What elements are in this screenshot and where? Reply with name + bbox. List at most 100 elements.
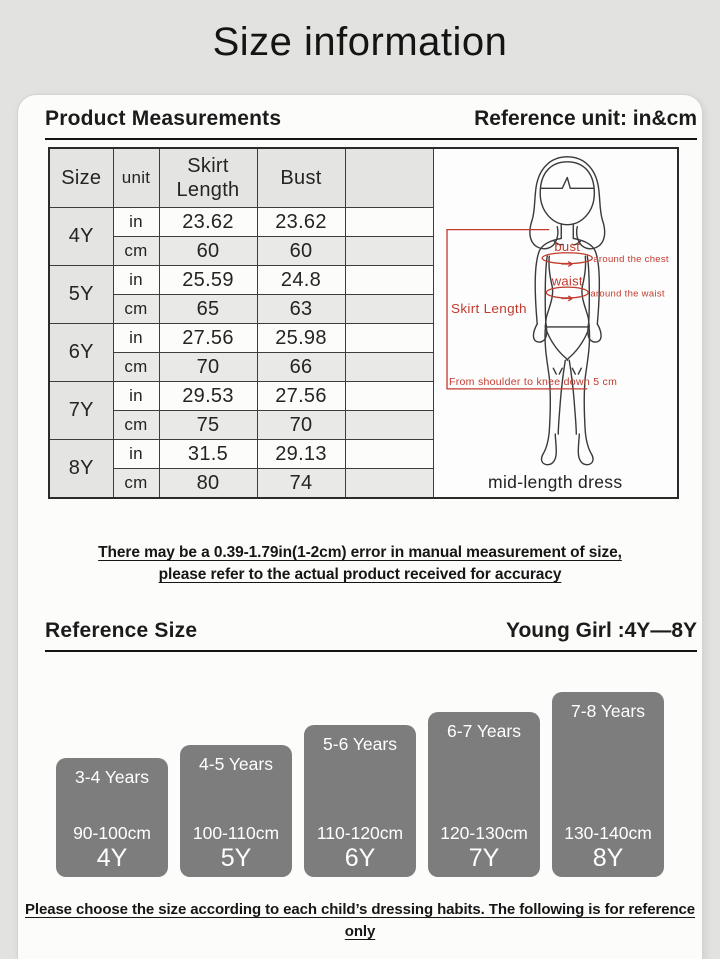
reference-note-text: Please choose the size according to each… [24,901,696,940]
block-bottom-labels: 90-100cm 4Y [73,823,151,872]
bust-hint-label: around the chest [593,253,669,264]
age-range-label: 6-7 Years [447,721,521,741]
spacer-cell [344,207,434,237]
page-title: Size information [212,20,508,64]
reference-note: Please choose the size according to each… [18,899,702,943]
col-header-bust: Bust [256,147,346,208]
skirt-length-label: Skirt Length [451,301,527,316]
unit-cell: in [112,439,160,469]
height-range-label: 110-120cm [316,823,404,843]
height-range-label: 100-110cm [192,823,280,843]
unit-cell: in [112,207,160,237]
waist-arrow [560,295,573,302]
spacer-cell [344,381,434,411]
block-bottom-labels: 130-140cm 8Y [564,823,652,872]
skirt-length-value: 31.5 [158,439,258,469]
skirt-length-value: 75 [158,410,258,440]
reference-size-heading: Reference Size [45,619,198,642]
figure-cell: bust around the chest waist around the w… [432,147,679,499]
size-code-label: 5Y [220,844,252,872]
unit-cell: cm [112,236,160,266]
size-block: 7-8 Years 130-140cm 8Y [552,692,664,877]
height-range-label: 130-140cm [564,823,652,843]
reference-size-blocks: 3-4 Years 90-100cm 4Y 4-5 Years 100-110cm 5Y 5… [56,690,664,877]
size-figure-svg: bust around the chest waist around the w… [445,156,669,492]
unit-cell: cm [112,294,160,324]
size-label: 7Y [48,381,114,440]
size-code-label: 7Y [468,844,500,872]
height-range-label: 120-130cm [440,823,528,843]
bust-value: 24.8 [256,265,346,295]
figure-caption: mid-length dress [488,472,622,492]
bust-value: 25.98 [256,323,346,353]
spacer-cell [344,352,434,382]
product-measurements-header: Product Measurements Reference unit: in&… [45,107,697,140]
age-range-label: 3-4 Years [75,767,149,787]
table-row: cm 70 66 [49,352,678,382]
unit-cell: cm [112,352,160,382]
skirt-length-value: 60 [158,236,258,266]
spacer-cell [344,410,434,440]
col-header-unit: unit [112,147,160,208]
col-header-spacer [344,147,434,208]
age-range-label: 7-8 Years [571,701,645,721]
table-row: 8Y in 31.5 29.13 [48,439,678,499]
figure-annotation-labels: bust around the chest waist around the w… [449,239,669,388]
skirt-length-value: 27.56 [158,323,258,353]
age-range-label: 5-6 Years [323,734,397,754]
unit-cell: cm [112,410,160,440]
waist-hint-label: around the waist [590,288,665,299]
skirt-length-value: 23.62 [158,207,258,237]
block-bottom-labels: 120-130cm 7Y [440,823,528,872]
waist-label: waist [550,274,582,289]
reference-size-header: Reference Size Young Girl :4Y—8Y [45,619,697,652]
size-code-label: 6Y [344,844,376,872]
size-info-card: Product Measurements Reference unit: in&… [18,95,702,959]
spacer-cell [344,236,434,266]
spacer-cell [344,468,434,499]
size-label: 8Y [48,439,114,499]
bust-value: 23.62 [256,207,346,237]
unit-cell: cm [112,468,160,499]
girl-figure-drawing [528,156,605,466]
size-code-label: 8Y [592,844,624,872]
skirt-length-value: 29.53 [158,381,258,411]
skirt-length-value: 80 [158,468,258,499]
table-row: 7Y in 29.53 27.56 [48,381,678,440]
bust-value: 66 [256,352,346,382]
size-block: 6-7 Years 120-130cm 7Y [428,712,540,877]
size-label: 4Y [48,207,114,266]
size-code-label: 4Y [96,844,128,872]
spacer-cell [344,265,434,295]
block-bottom-labels: 100-110cm 5Y [193,823,279,872]
figure-annotations [445,228,593,390]
note-line-2: please refer to the actual product recei… [158,566,562,583]
table-row: cm 80 74 [49,468,678,499]
skirt-length-value: 25.59 [158,265,258,295]
age-range-label: Young Girl :4Y—8Y [506,619,697,642]
bust-value: 29.13 [256,439,346,469]
product-measurements-heading: Product Measurements [45,107,282,130]
bust-value: 27.56 [256,381,346,411]
unit-cell: in [112,265,160,295]
size-block: 3-4 Years 90-100cm 4Y [56,758,168,877]
reference-unit-label: Reference unit: in&cm [474,107,697,130]
bust-value: 60 [256,236,346,266]
table-header-row: Size unit Skirt Length Bust [48,147,679,499]
block-bottom-labels: 110-120cm 6Y [317,823,403,872]
skirt-note-label: From shoulder to knee down 5 cm [449,377,617,388]
skirt-length-bracket [445,228,587,390]
size-label: 5Y [48,265,114,324]
note-line-1: There may be a 0.39-1.79in(1-2cm) error … [98,544,622,561]
measurements-table: Size unit Skirt Length Bust [48,147,679,499]
skirt-length-value: 70 [158,352,258,382]
table-row: 4Y in 23.62 23.62 [48,207,678,266]
age-range-label: 4-5 Years [199,754,273,774]
measurement-error-note: There may be a 0.39-1.79in(1-2cm) error … [18,542,702,586]
spacer-cell [344,294,434,324]
col-header-size: Size [48,147,114,208]
bust-value: 74 [256,468,346,499]
spacer-cell [344,323,434,353]
col-header-skirt-length: Skirt Length [158,147,258,208]
skirt-length-value: 65 [158,294,258,324]
